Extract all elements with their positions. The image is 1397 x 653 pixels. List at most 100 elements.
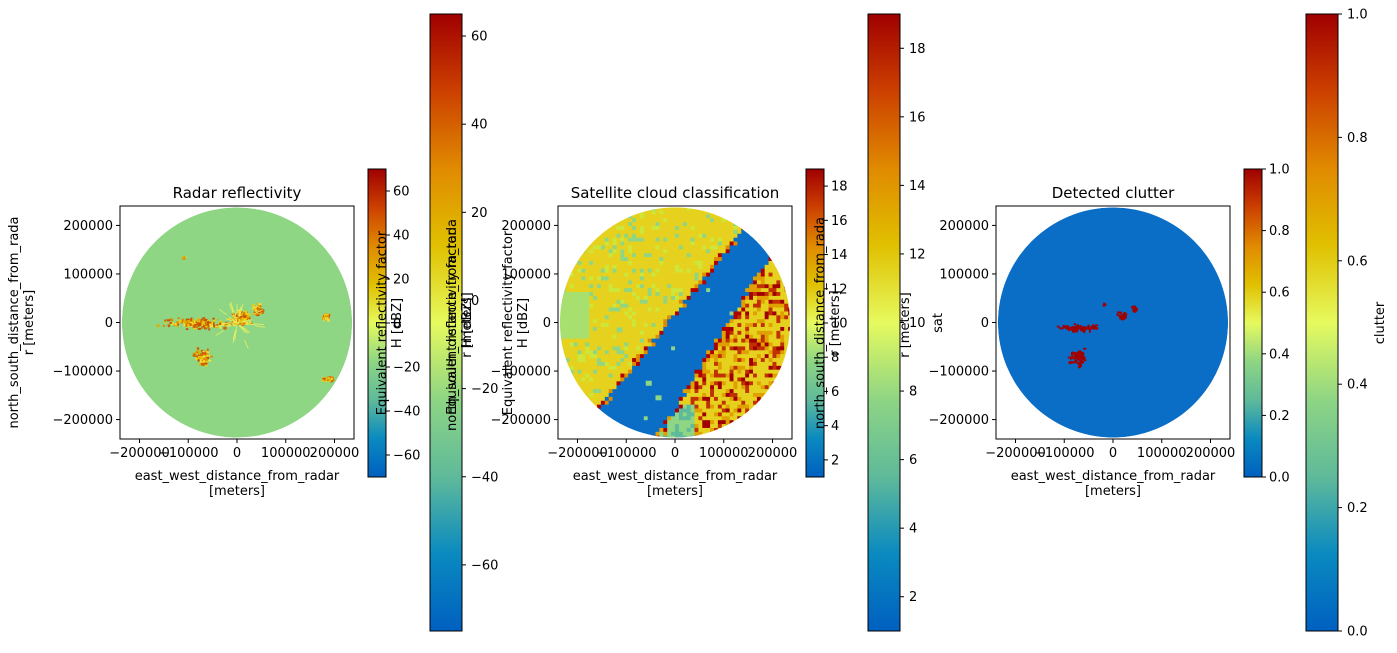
class-cell <box>632 260 637 264</box>
class-cell <box>566 222 571 226</box>
class-cell <box>609 416 614 420</box>
class-cell <box>613 284 618 288</box>
big-colorbar-tick-label: −20 <box>471 382 498 397</box>
class-cell <box>585 369 590 373</box>
class-cell <box>617 307 622 311</box>
class-cell <box>593 396 598 400</box>
class-cell <box>730 423 735 427</box>
class-cell <box>609 381 614 385</box>
class-cell <box>718 241 723 245</box>
class-cell <box>597 338 602 342</box>
class-cell <box>620 288 625 292</box>
class-cell <box>765 315 770 319</box>
class-cell <box>601 245 606 249</box>
class-cell <box>741 377 746 381</box>
clutter-pixel <box>1079 327 1081 329</box>
class-cell <box>632 264 637 268</box>
class-cell <box>570 253 575 257</box>
class-cell <box>734 369 739 373</box>
class-cell <box>726 229 731 233</box>
class-cell <box>648 326 653 330</box>
class-cell <box>718 389 723 393</box>
class-cell <box>734 225 739 229</box>
class-cell <box>624 222 629 226</box>
class-cell <box>769 280 774 284</box>
class-cell <box>741 268 746 272</box>
class-cell <box>718 416 723 420</box>
class-cell <box>570 323 575 327</box>
class-cell <box>667 288 672 292</box>
echo-pixel <box>194 325 196 328</box>
class-cell <box>593 214 598 218</box>
class-cell <box>784 361 789 365</box>
class-cell <box>617 225 622 229</box>
class-cell <box>659 291 664 295</box>
class-cell <box>562 319 567 323</box>
echo-pixel <box>165 322 167 324</box>
class-cell <box>640 315 645 319</box>
class-cell <box>784 280 789 284</box>
class-cell <box>578 233 583 237</box>
class-cell <box>734 210 739 214</box>
class-cell <box>620 365 625 369</box>
class-cell <box>578 214 583 218</box>
class-cell <box>722 264 727 268</box>
class-cell <box>691 431 696 435</box>
class-cell <box>593 268 598 272</box>
class-cell <box>753 214 758 218</box>
class-cell <box>683 431 688 435</box>
class-cell <box>562 249 567 253</box>
class-cell <box>593 377 598 381</box>
class-cell <box>656 423 661 427</box>
class-cell <box>574 233 579 237</box>
class-cell <box>737 416 742 420</box>
class-cell <box>687 420 692 424</box>
class-cell <box>581 291 586 295</box>
class-cell <box>663 408 668 412</box>
class-cell <box>613 338 618 342</box>
class-cell <box>718 346 723 350</box>
class-cell <box>702 396 707 400</box>
class-cell <box>617 206 622 210</box>
class-cell <box>617 311 622 315</box>
class-cell <box>558 412 563 416</box>
class-cell <box>597 253 602 257</box>
class-cell <box>581 342 586 346</box>
class-cell <box>679 416 684 420</box>
class-cell <box>620 342 625 346</box>
class-cell <box>757 268 762 272</box>
class-cell <box>706 346 711 350</box>
class-cell <box>644 342 649 346</box>
class-cell <box>683 373 688 377</box>
class-cell <box>784 229 789 233</box>
class-cell <box>679 431 684 435</box>
class-cell <box>624 396 629 400</box>
class-cell <box>769 381 774 385</box>
class-cell <box>570 373 575 377</box>
class-cell <box>648 346 653 350</box>
class-cell <box>636 276 641 280</box>
class-cell <box>667 404 672 408</box>
class-cell <box>769 225 774 229</box>
clutter-pixel <box>1132 310 1134 313</box>
class-cell <box>737 334 742 338</box>
class-cell <box>776 408 781 412</box>
class-cell <box>714 342 719 346</box>
class-cell <box>636 350 641 354</box>
class-cell <box>659 214 664 218</box>
class-cell <box>620 404 625 408</box>
class-cell <box>765 307 770 311</box>
class-cell <box>656 330 661 334</box>
class-cell <box>636 365 641 369</box>
class-cell <box>617 245 622 249</box>
class-cell <box>753 330 758 334</box>
class-cell <box>784 346 789 350</box>
class-cell <box>741 272 746 276</box>
class-cell <box>632 253 637 257</box>
class-cell <box>679 276 684 280</box>
class-cell <box>570 249 575 253</box>
class-cell <box>687 222 692 226</box>
echo-pixel <box>322 378 325 380</box>
class-cell <box>753 361 758 365</box>
